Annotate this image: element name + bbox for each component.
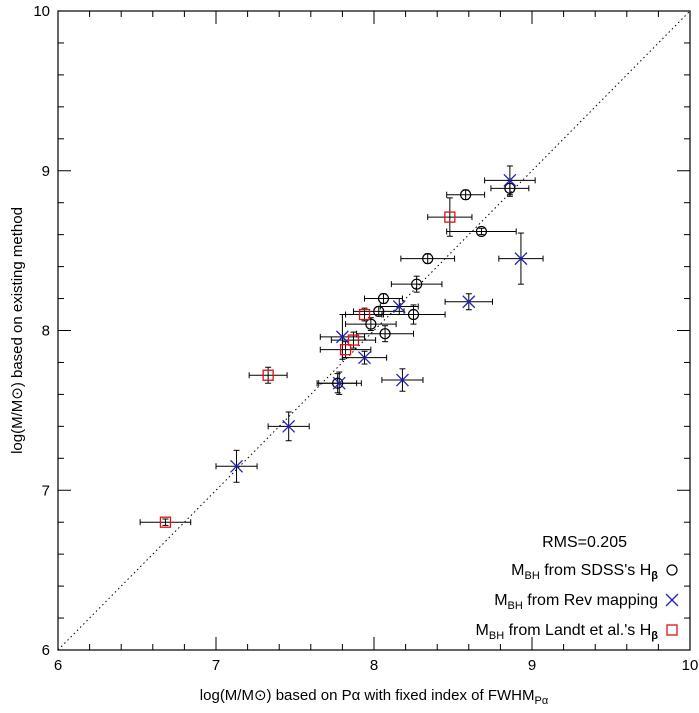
data-point-x (282, 419, 296, 433)
legend-label-main: M (476, 622, 489, 639)
data-point-circle (332, 377, 344, 389)
data-point-square (444, 211, 456, 223)
data-point-circle (373, 305, 385, 317)
legend-marker-square (666, 624, 678, 636)
data-point-circle (460, 189, 472, 201)
data-point-circle (365, 318, 377, 330)
y-axis-label: log(M/M⊙) based on existing method (9, 207, 26, 454)
x-tick-label: 6 (54, 657, 62, 674)
legend-marker-x (665, 593, 679, 607)
x-axis-label-text: log(M/M⊙) based on Pα with fixed index o… (200, 687, 535, 704)
errorbar-layer (139, 165, 544, 526)
y-tick-label: 6 (42, 642, 50, 659)
data-point-x-stroke (503, 173, 517, 187)
data-point-x-stroke (358, 351, 371, 365)
legend-label-subscript: BH (508, 600, 523, 612)
y-tick-label: 10 (33, 3, 50, 20)
reference-line-layer (57, 10, 691, 651)
data-point-circle (475, 225, 488, 238)
data-point-square (159, 516, 172, 528)
data-point-x (230, 459, 243, 473)
data-point-x-stroke (462, 295, 476, 309)
legend-label: MBH from SDSS's Hβ (511, 562, 658, 582)
data-point-x-stroke (332, 376, 346, 390)
data-point-x-stroke (335, 330, 349, 344)
x-axis-label-subscript: Pα (534, 695, 548, 707)
marker-layer (159, 173, 528, 528)
x-tick-label: 8 (370, 657, 378, 674)
data-point-x-stroke (230, 459, 243, 473)
data-point-x (462, 295, 476, 309)
data-point-square (262, 369, 274, 381)
data-point-x (358, 351, 371, 365)
x-axis-label: log(M/M⊙) based on Pα with fixed index o… (200, 687, 549, 707)
data-point-x (395, 373, 409, 387)
data-point-x (335, 330, 349, 344)
data-point-x (503, 173, 517, 187)
y-tick-label: 9 (42, 163, 50, 180)
data-point-circle (407, 308, 420, 321)
legend-label-text: from Landt et al.'s H (504, 622, 651, 639)
legend-marker-x-stroke (665, 593, 679, 607)
data-point-square (347, 334, 360, 346)
legend-label-main: M (511, 562, 524, 579)
data-point-x-stroke (514, 252, 528, 266)
data-point-x-stroke (395, 373, 409, 387)
legend-label-subscript: BH (489, 630, 504, 642)
data-point-x (514, 252, 528, 266)
x-tick-label: 10 (682, 657, 699, 674)
tick-layer (57, 10, 691, 651)
one-to-one-reference-line (57, 10, 691, 651)
legend-label-subscript: BH (524, 570, 539, 582)
data-point-circle (377, 292, 390, 305)
legend-label: MBH from Landt et al.'s Hβ (476, 622, 659, 642)
legend-label-text: from SDSS's H (540, 562, 652, 579)
legend-label-greek-subscript: β (651, 630, 658, 642)
data-point-circle (422, 253, 434, 265)
data-point-x (332, 376, 346, 390)
legend-marker-circle (666, 564, 678, 576)
data-point-square (358, 308, 371, 321)
y-tick-label: 8 (42, 323, 50, 340)
data-point-x (392, 300, 406, 313)
data-point-x-stroke (282, 419, 296, 433)
legend-label: MBH from Rev mapping (494, 592, 658, 612)
rms-annotation: RMS=0.205 (542, 534, 627, 551)
data-point-square (339, 344, 352, 356)
legend-label-text: from Rev mapping (523, 592, 658, 609)
data-point-circle (504, 182, 516, 194)
x-tick-label: 7 (212, 657, 220, 674)
legend-label-greek-subscript: β (651, 570, 658, 582)
legend-label-main: M (494, 592, 507, 609)
data-point-x-stroke (392, 300, 406, 313)
data-point-circle (411, 278, 423, 290)
data-point-circle (379, 328, 391, 340)
tick-label-layer: 6 7 8 9 10 6 7 8 9 10 (33, 3, 698, 674)
x-tick-label: 9 (528, 657, 536, 674)
y-tick-label: 7 (42, 482, 50, 499)
